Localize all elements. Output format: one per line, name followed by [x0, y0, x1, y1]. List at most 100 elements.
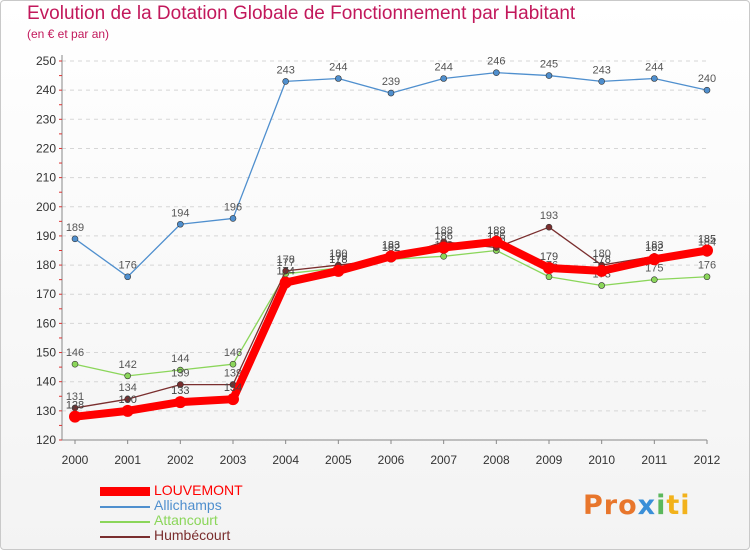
data-point	[282, 267, 289, 275]
data-label: 178	[592, 254, 610, 266]
data-label: 133	[171, 385, 189, 397]
data-label: 246	[487, 56, 505, 68]
data-point	[493, 69, 500, 76]
data-label: 188	[434, 225, 452, 237]
data-label: 245	[540, 59, 558, 71]
data-label: 176	[118, 260, 136, 272]
logo-part: x	[637, 490, 657, 521]
data-label: 194	[171, 207, 189, 219]
data-label: 196	[224, 201, 242, 213]
y-tick-label: 220	[36, 141, 56, 155]
data-label: 139	[224, 368, 242, 380]
data-point	[648, 253, 661, 266]
x-tick-label: 2008	[483, 453, 510, 467]
data-point	[595, 264, 608, 277]
x-tick-label: 2011	[641, 453, 667, 467]
legend-swatch	[100, 521, 150, 523]
data-label: 239	[382, 76, 400, 88]
logo-part: Pro	[583, 490, 638, 521]
data-label: 180	[329, 248, 347, 260]
data-label: 243	[592, 64, 610, 76]
data-point	[651, 276, 658, 283]
data-point	[124, 395, 131, 403]
data-label: 179	[540, 251, 558, 263]
data-label: 134	[224, 382, 242, 394]
data-label: 243	[276, 64, 294, 76]
data-point	[121, 404, 134, 417]
data-point	[177, 366, 184, 374]
y-tick-label: 230	[36, 112, 56, 126]
data-point	[490, 235, 503, 248]
data-label: 142	[118, 359, 136, 371]
data-point	[177, 220, 184, 228]
data-label: 186	[434, 231, 452, 243]
logo-part: ti	[666, 490, 691, 521]
x-tick-label: 2002	[167, 453, 194, 467]
data-point	[545, 223, 553, 231]
series-line	[71, 237, 711, 421]
chart-subtitle: (en € et par an)	[27, 27, 110, 41]
y-tick-label: 130	[36, 404, 56, 418]
y-tick-label: 150	[36, 346, 56, 360]
x-tick-label: 2007	[430, 453, 457, 467]
data-label: 182	[645, 242, 663, 254]
legend-label: Attancourt	[154, 512, 218, 528]
data-label: 244	[329, 61, 347, 73]
x-tick-label: 2004	[272, 453, 299, 467]
data-point	[229, 360, 237, 368]
y-tick-label: 240	[36, 83, 56, 97]
data-point	[385, 250, 397, 263]
chart-title: Evolution de la Dotation Globale de Fonc…	[27, 3, 576, 24]
data-point	[335, 75, 342, 82]
x-tick-label: 2009	[536, 453, 563, 467]
data-label: 182	[382, 242, 400, 254]
data-point	[387, 89, 395, 97]
data-point	[177, 381, 184, 388]
data-label: 131	[66, 391, 84, 403]
data-label: 176	[698, 260, 716, 272]
data-label: 144	[171, 353, 189, 365]
data-point	[229, 215, 237, 222]
data-label: 244	[434, 61, 452, 73]
x-tick-label: 2001	[114, 453, 141, 467]
legend-swatch	[100, 536, 150, 538]
legend-swatch	[100, 506, 150, 508]
data-point	[71, 235, 79, 243]
data-point	[71, 360, 79, 368]
data-label: 134	[118, 382, 136, 394]
data-point	[124, 372, 131, 380]
data-label: 146	[66, 347, 84, 359]
data-point	[545, 273, 553, 281]
y-tick-label: 120	[36, 433, 56, 447]
data-label: 180	[592, 248, 610, 260]
data-point	[227, 393, 239, 406]
data-point	[545, 72, 553, 79]
data-label: 139	[171, 368, 189, 380]
data-point	[440, 253, 447, 260]
data-label: 183	[382, 239, 400, 251]
x-tick-label: 2000	[62, 453, 89, 467]
data-point	[543, 261, 555, 274]
data-point	[282, 78, 289, 85]
data-label: 179	[329, 251, 347, 263]
x-tick-label: 2005	[325, 453, 352, 467]
y-tick-label: 190	[36, 229, 56, 243]
x-tick-label: 2012	[694, 453, 721, 467]
y-tick-label: 170	[36, 287, 56, 301]
y-tick-label: 200	[36, 200, 56, 214]
data-point	[651, 75, 658, 82]
y-tick-label: 160	[36, 316, 56, 330]
data-point	[332, 264, 345, 277]
data-label: 189	[66, 222, 84, 234]
proxiti-logo: Proxiti	[583, 490, 691, 521]
data-label: 175	[645, 263, 663, 275]
data-label: 184	[698, 236, 716, 248]
data-label: 178	[329, 254, 347, 266]
legend-label: Humbécourt	[154, 527, 231, 543]
legend-label: LOUVEMONT	[154, 482, 243, 498]
data-point	[437, 241, 450, 254]
data-label: 177	[276, 257, 294, 269]
data-label: 178	[276, 254, 294, 266]
x-tick-label: 2006	[378, 453, 405, 467]
